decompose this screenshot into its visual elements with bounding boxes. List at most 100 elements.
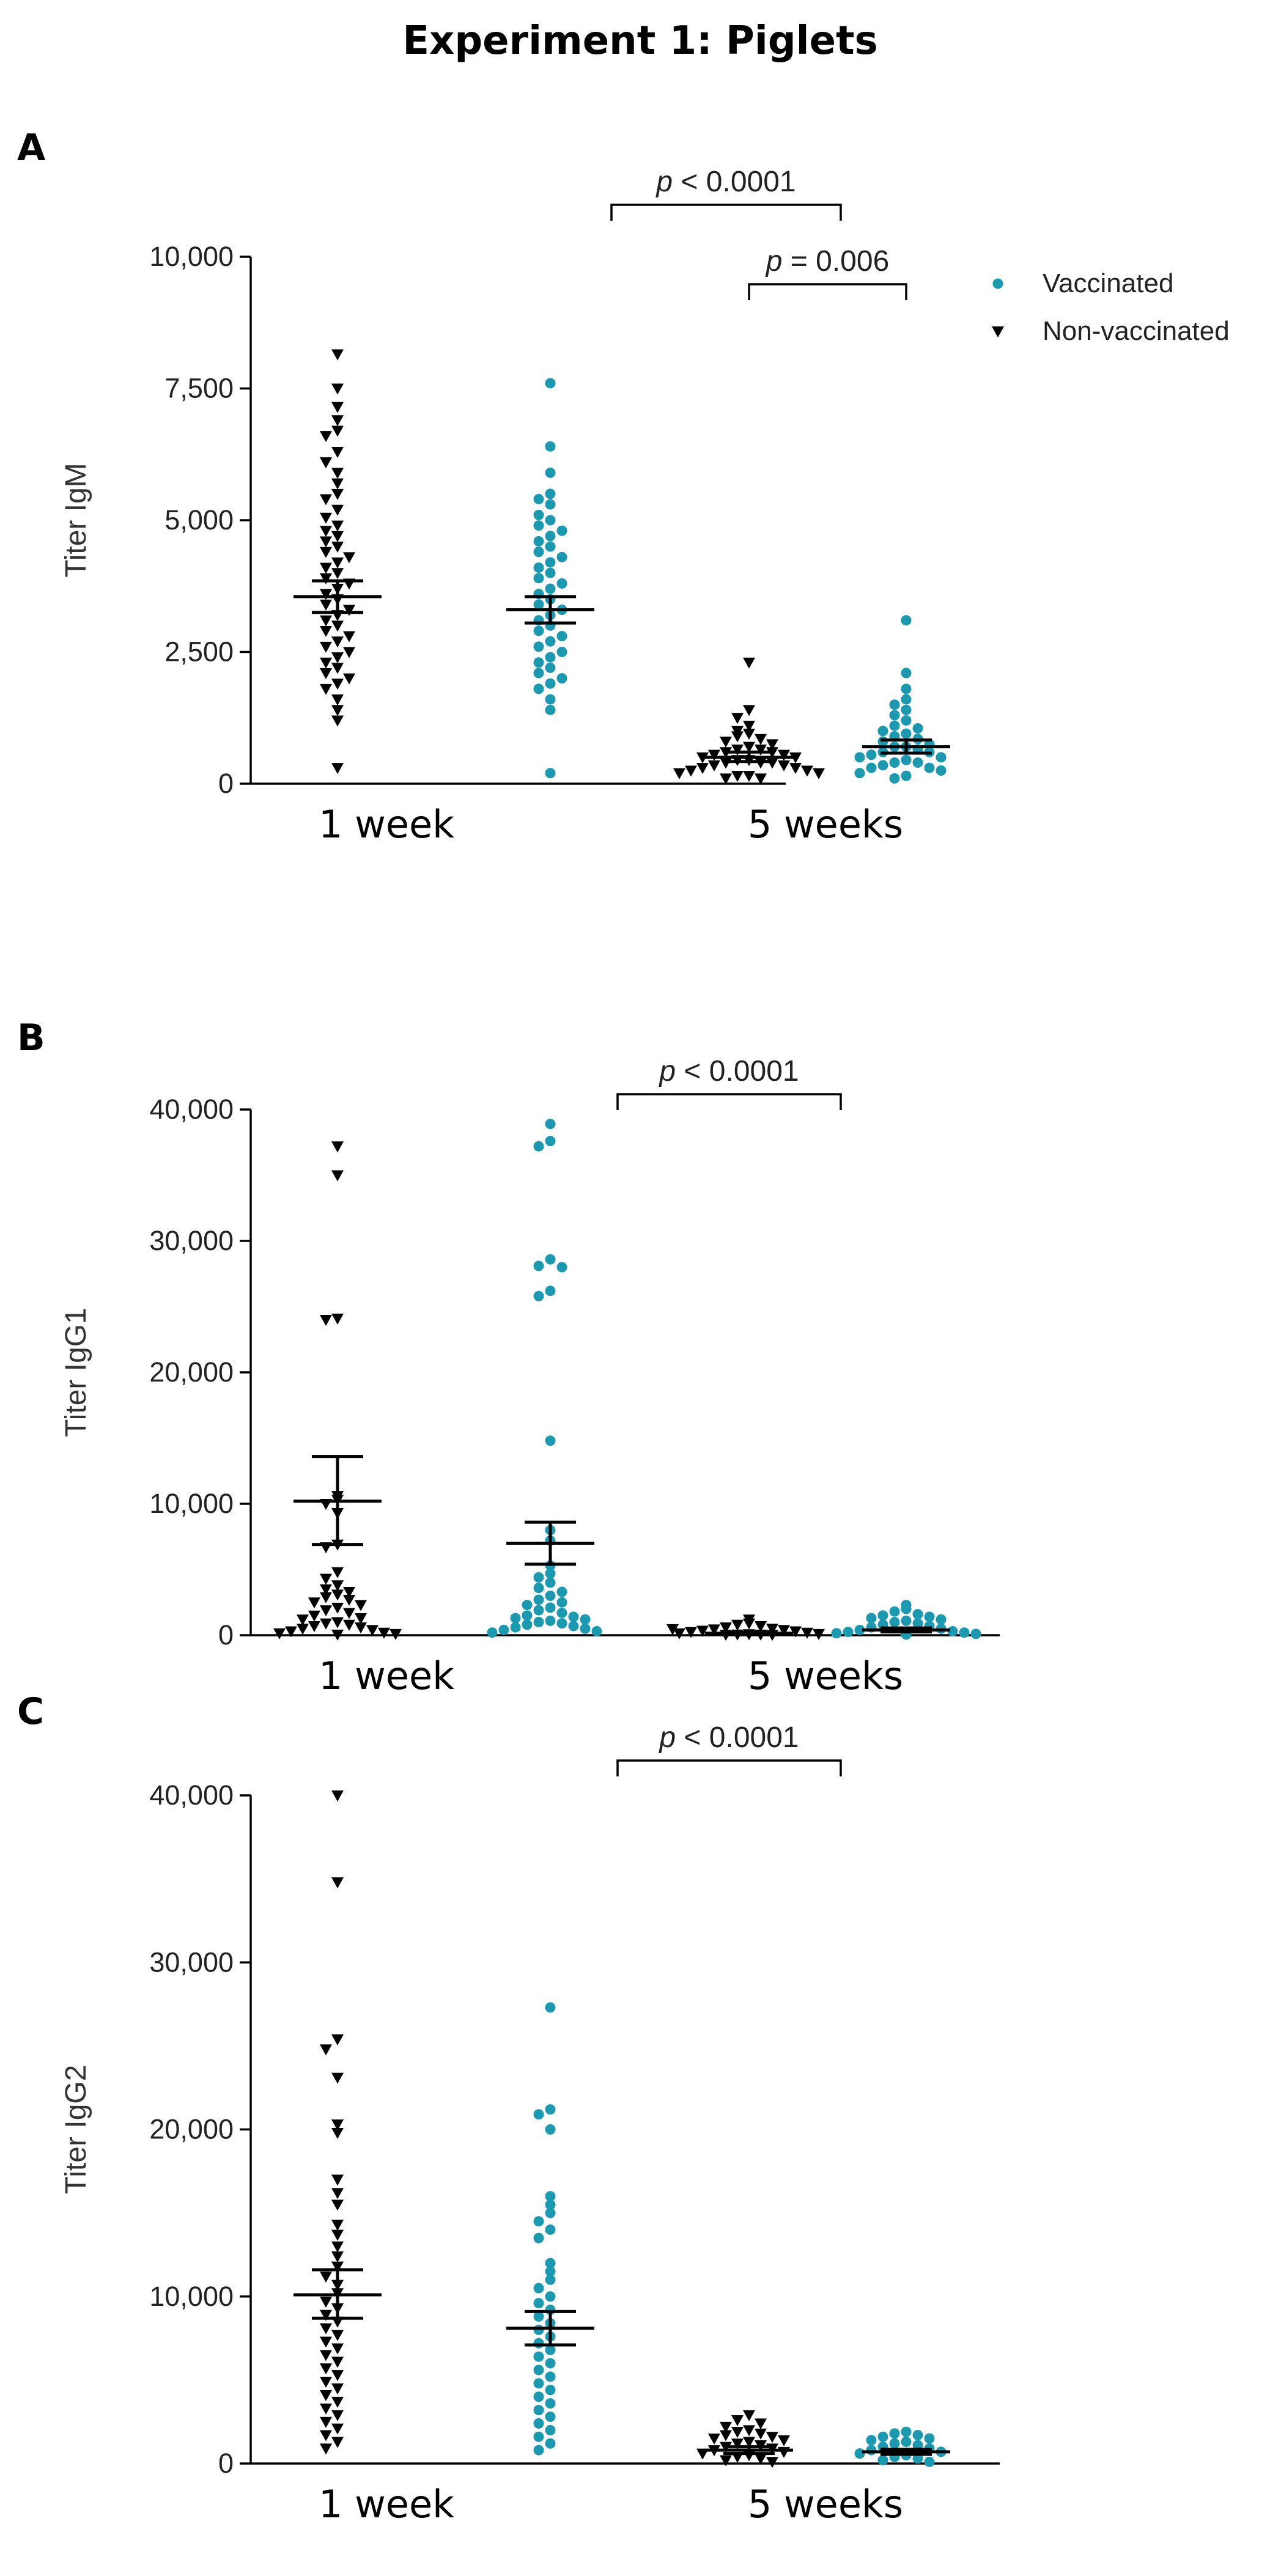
data-point xyxy=(331,1602,344,1614)
data-point xyxy=(545,2104,556,2115)
data-point xyxy=(731,2438,744,2450)
data-point xyxy=(743,2410,755,2421)
data-point xyxy=(556,1607,567,1618)
data-point xyxy=(331,715,344,727)
data-point xyxy=(320,2309,332,2321)
data-point xyxy=(331,1580,344,1592)
data-point xyxy=(320,1605,332,1617)
data-point xyxy=(533,2311,544,2322)
data-point xyxy=(778,760,790,771)
y-tick-label: 10,000 xyxy=(149,1488,234,1519)
data-point xyxy=(877,736,888,747)
data-point xyxy=(533,494,544,505)
data-point xyxy=(343,631,355,642)
data-point xyxy=(331,1629,344,1641)
data-point xyxy=(936,1614,947,1625)
data-point xyxy=(789,763,802,775)
y-axis-label: Titer IgG2 xyxy=(60,2065,92,2195)
p-value-text: < 0.0001 xyxy=(676,1055,799,1087)
data-point xyxy=(720,757,732,769)
data-point xyxy=(331,2220,344,2231)
data-point xyxy=(778,1625,790,1636)
data-point xyxy=(320,2350,332,2361)
data-point xyxy=(533,1594,544,1605)
data-point xyxy=(389,1628,402,1640)
data-point xyxy=(766,739,778,751)
data-point xyxy=(843,1627,854,1638)
data-point xyxy=(331,1170,344,1182)
data-point xyxy=(924,1611,935,1622)
data-point xyxy=(708,1624,720,1636)
panel-letter: B xyxy=(17,1017,45,1059)
data-point xyxy=(533,2216,544,2227)
data-point xyxy=(959,1627,970,1638)
data-point xyxy=(696,752,709,764)
data-point xyxy=(545,2274,556,2285)
data-point xyxy=(866,1613,877,1624)
data-point xyxy=(331,2072,344,2084)
data-point xyxy=(755,734,767,745)
data-point xyxy=(343,647,355,658)
data-point xyxy=(320,2377,332,2388)
data-point xyxy=(533,2298,544,2309)
data-point xyxy=(331,2370,344,2382)
y-tick-label: 30,000 xyxy=(149,1946,234,1978)
data-point xyxy=(778,2446,790,2458)
legend-label: Non-vaccinated xyxy=(1043,316,1230,346)
series-vaccinated-1-week xyxy=(487,1119,602,1638)
data-point xyxy=(545,704,556,715)
x-category-label: 5 weeks xyxy=(748,2482,903,2526)
data-point xyxy=(355,1600,367,1611)
data-point xyxy=(545,2398,556,2409)
data-point xyxy=(320,2296,332,2308)
data-point xyxy=(297,1614,309,1626)
data-point xyxy=(331,2357,344,2368)
data-point xyxy=(331,520,344,532)
data-point xyxy=(778,2435,790,2446)
panel-c: C 0 10,000 20,000 30,000 40,000 Titer IgG2 1 we… xyxy=(17,1690,1000,2526)
data-point xyxy=(901,2426,912,2437)
data-point xyxy=(308,1610,320,1622)
data-point xyxy=(936,765,947,776)
data-point xyxy=(331,2343,344,2355)
data-point xyxy=(924,2433,935,2444)
data-point xyxy=(533,2405,544,2416)
data-point xyxy=(889,773,900,784)
data-point xyxy=(708,749,720,761)
data-point xyxy=(889,757,900,768)
legend-label: Vaccinated xyxy=(1043,268,1173,298)
data-point xyxy=(331,636,344,648)
data-point xyxy=(866,2445,877,2456)
data-point xyxy=(556,673,567,684)
data-point xyxy=(533,2378,544,2389)
data-point xyxy=(866,762,877,773)
data-point xyxy=(510,1622,521,1633)
panels: A 0 2,500 5,000 7,500 10,000 Titer IgM 1 week 5 … xyxy=(17,127,1230,2526)
data-point xyxy=(743,705,755,716)
data-point xyxy=(320,657,332,669)
data-point xyxy=(545,441,556,452)
data-point xyxy=(331,568,344,580)
bracket-line xyxy=(616,1093,842,1110)
y-tick-label: 10,000 xyxy=(149,241,234,272)
data-point xyxy=(533,641,544,652)
y-axis-label: Titer IgM xyxy=(60,463,92,578)
data-point xyxy=(912,723,923,734)
series-non-vaccinated-1-week xyxy=(293,1790,382,2455)
data-point xyxy=(331,2188,344,2199)
data-point xyxy=(545,2371,556,2382)
data-point xyxy=(556,1618,567,1629)
data-point xyxy=(487,1627,498,1638)
data-point xyxy=(854,2448,865,2459)
data-point xyxy=(766,2457,778,2468)
data-point xyxy=(533,520,544,531)
data-point xyxy=(545,378,556,389)
data-point xyxy=(533,2364,544,2375)
data-point xyxy=(912,1609,923,1620)
data-point xyxy=(580,1614,591,1625)
data-point xyxy=(556,525,567,536)
data-point xyxy=(343,605,355,616)
data-point xyxy=(533,625,544,636)
data-point xyxy=(545,1591,556,1601)
comparison-bracket: p = 0.006 xyxy=(748,245,907,300)
